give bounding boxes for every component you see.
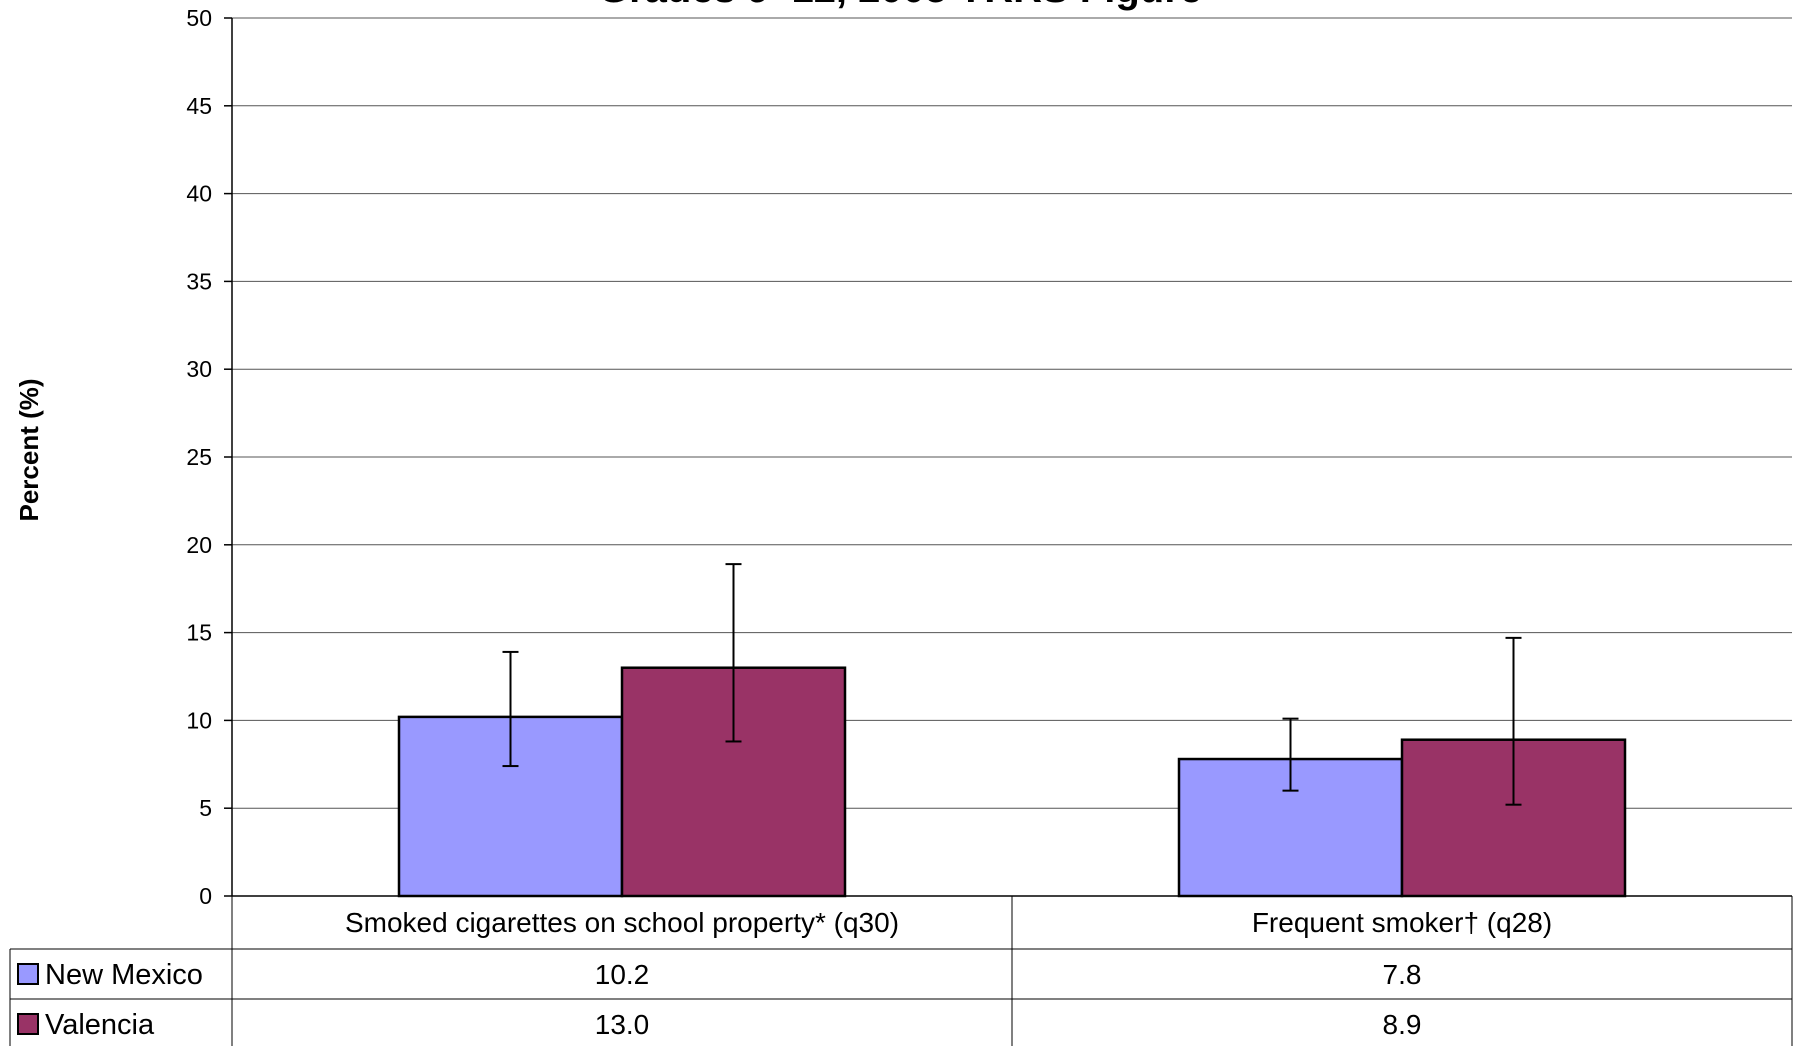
bars bbox=[397, 666, 1627, 898]
y-tick-label: 20 bbox=[186, 532, 212, 558]
chart-title: Grades 9–12, 2005 YRRS Figure bbox=[598, 0, 1202, 11]
data-label: 7.8 bbox=[1383, 959, 1422, 990]
data-label: 10.2 bbox=[595, 959, 650, 990]
y-tick-label: 45 bbox=[186, 93, 212, 119]
y-tick-label: 35 bbox=[186, 268, 212, 294]
y-tick-label: 0 bbox=[199, 883, 212, 909]
data-table: Smoked cigarettes on school property* (q… bbox=[9, 896, 1793, 1046]
y-tick-label: 10 bbox=[186, 707, 212, 733]
x-category-label: Frequent smoker† (q28) bbox=[1252, 907, 1552, 938]
y-tick-label: 40 bbox=[186, 181, 212, 207]
legend-swatch bbox=[17, 1013, 39, 1035]
data-label: 8.9 bbox=[1383, 1009, 1422, 1040]
y-tick-label: 30 bbox=[186, 356, 212, 382]
legend-label: New Mexico bbox=[45, 959, 203, 991]
legend-swatch bbox=[17, 963, 39, 985]
y-axis-ticks: 0 5 10 15 20 25 30 35 40 45 50 bbox=[186, 5, 232, 909]
gridlines bbox=[232, 17, 1792, 809]
error-bars bbox=[502, 563, 1522, 806]
legend-label: Valencia bbox=[45, 1009, 155, 1041]
y-tick-label: 5 bbox=[199, 795, 212, 821]
data-label: 13.0 bbox=[595, 1009, 650, 1040]
y-tick-label: 15 bbox=[186, 620, 212, 646]
x-category-label: Smoked cigarettes on school property* (q… bbox=[345, 907, 899, 938]
y-tick-label: 50 bbox=[186, 5, 212, 31]
y-axis-label: Percent (%) bbox=[14, 378, 44, 521]
y-tick-label: 25 bbox=[186, 444, 212, 470]
